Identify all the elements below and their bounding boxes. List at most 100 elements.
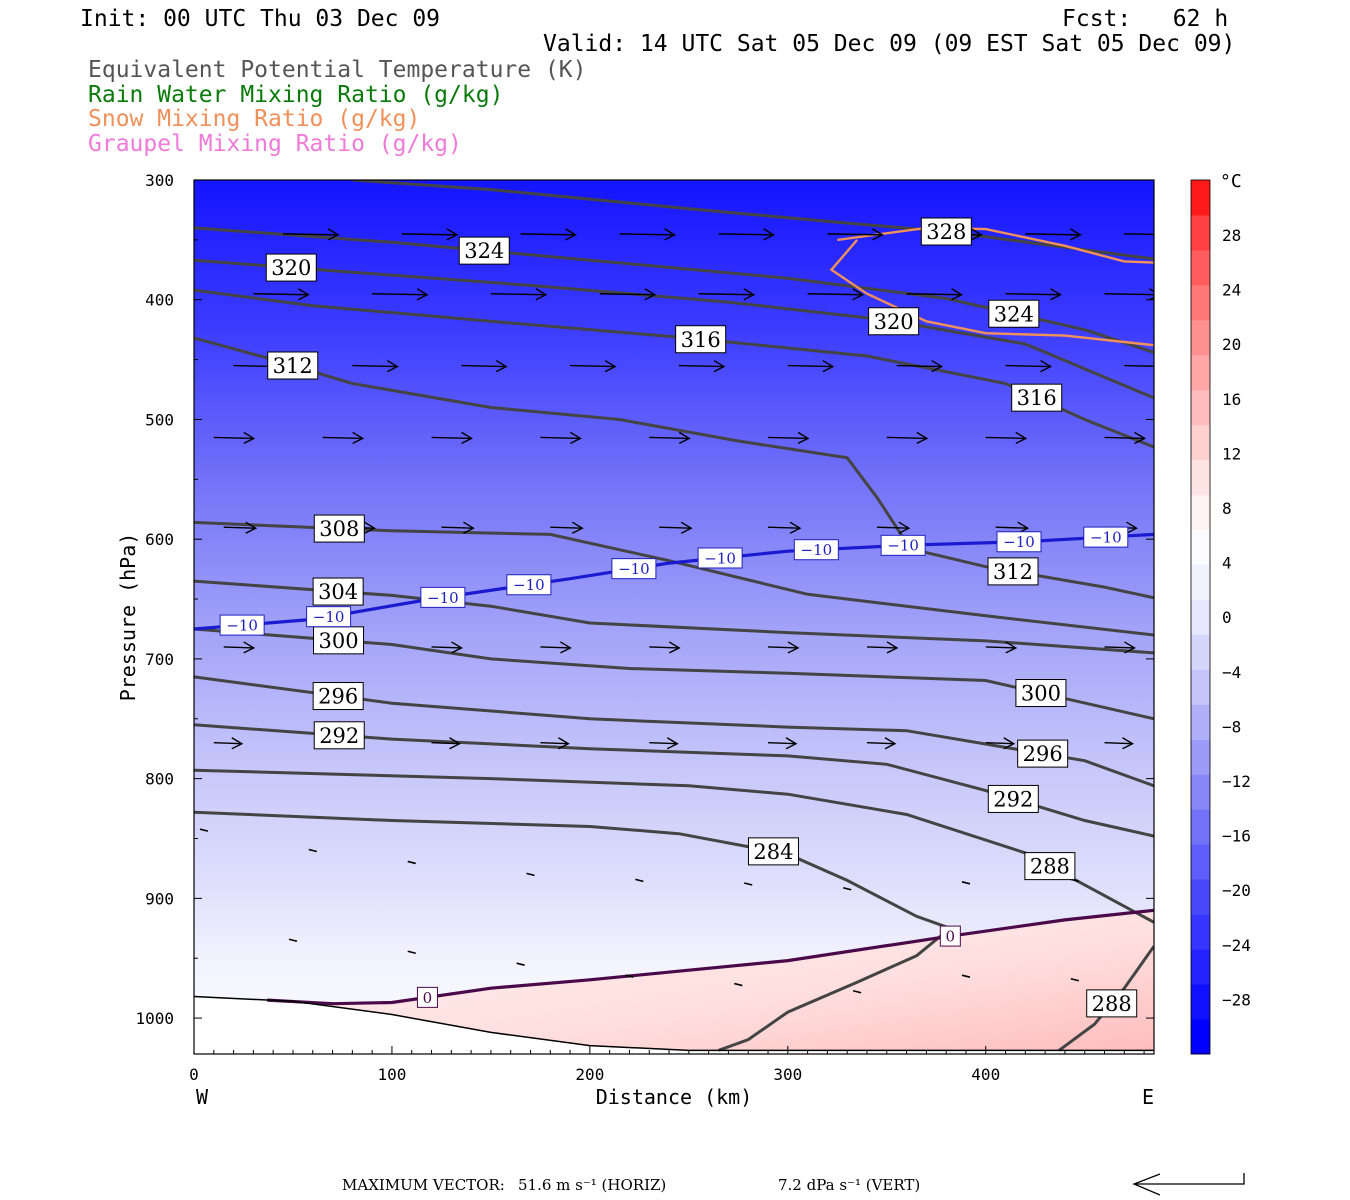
- colorbar-label: −8: [1222, 717, 1241, 736]
- wind-vector: [401, 228, 459, 241]
- svg-text:312: 312: [273, 354, 313, 378]
- wind-vector: [866, 641, 899, 654]
- wind-vector: [659, 521, 693, 534]
- terrain-mask: [194, 996, 1154, 1054]
- x-tick-label: 400: [971, 1065, 1000, 1084]
- svg-text:292: 292: [319, 724, 359, 748]
- svg-text:292: 292: [993, 787, 1033, 811]
- wind-vector: [599, 288, 657, 301]
- wind-vector: [649, 737, 679, 750]
- legend-theta-e: Equivalent Potential Temperature (K): [88, 57, 587, 83]
- svg-text:−10: −10: [226, 616, 258, 634]
- isotherm-minus10-label: −10: [996, 531, 1042, 553]
- y-tick-label: 400: [145, 291, 174, 310]
- wind-vector: [223, 521, 258, 534]
- colorbar-swatch: [1191, 494, 1210, 531]
- forecast-hour: Fcst: 62 h: [1062, 6, 1229, 32]
- colorbar-swatch: [1191, 599, 1210, 635]
- colorbar-swatch: [1191, 529, 1210, 566]
- svg-text:0: 0: [946, 927, 956, 945]
- x-tick-label: 0: [189, 1065, 199, 1084]
- colorbar-swatch: [1191, 669, 1210, 705]
- snow-contour: [829, 239, 1154, 347]
- theta-e-label-320: 320: [868, 307, 920, 336]
- wind-vector-short: [1070, 977, 1080, 982]
- wind-vector: [718, 228, 775, 241]
- theta-e-label-316: 316: [675, 325, 727, 354]
- wind-vector-short: [516, 962, 525, 966]
- colorbar: 28 24 20 16 12 8 4 0 −4 −8 −12 −16 −20 −24 −28: [1190, 179, 1251, 1055]
- colorbar-label: 0: [1222, 608, 1232, 627]
- wind-vector: [619, 228, 677, 241]
- svg-text:0: 0: [423, 989, 433, 1007]
- theta-e-label-300: 300: [313, 626, 365, 655]
- theta-e-label-296: 296: [1017, 739, 1069, 768]
- init-time: Init: 00 UTC Thu 03 Dec 09: [80, 6, 441, 32]
- legend-graupel: Graupel Mixing Ratio (g/kg): [88, 131, 462, 157]
- wind-vector: [372, 288, 429, 301]
- svg-text:304: 304: [318, 580, 358, 604]
- theta-e-contour-316: [194, 288, 1154, 449]
- svg-text:−10: −10: [427, 589, 459, 607]
- colorbar-label: 28: [1222, 226, 1241, 245]
- theta-e-label-316: 316: [1011, 383, 1063, 412]
- svg-text:−10: −10: [887, 537, 919, 555]
- wind-vector-short: [526, 872, 535, 877]
- colorbar-swatch: [1191, 319, 1210, 356]
- x-tick-label: 100: [377, 1065, 406, 1084]
- theta-e-label-324: 324: [988, 299, 1040, 328]
- svg-text:288: 288: [1030, 855, 1070, 879]
- theta-e-contour-296: [194, 675, 1154, 788]
- legend-rain: Rain Water Mixing Ratio (g/kg): [88, 82, 504, 108]
- colorbar-label: 8: [1222, 499, 1232, 518]
- terrain-line: [193, 995, 1154, 1052]
- theta-e-label-300: 300: [1015, 679, 1067, 708]
- above-freezing-shading: [267, 910, 1154, 1054]
- colorbar-label: 16: [1222, 390, 1241, 409]
- wind-vector: [1025, 228, 1082, 241]
- wind-vector: [1124, 233, 1154, 236]
- svg-text:288: 288: [1092, 992, 1132, 1016]
- wind-vector: [698, 288, 756, 301]
- wind-vector: [213, 737, 244, 750]
- wind-vector-short: [199, 828, 209, 832]
- theta-e-label-308: 308: [313, 514, 365, 543]
- y-tick-label: 700: [145, 650, 174, 669]
- wind-vector: [876, 521, 911, 534]
- isotherm-0-label: 0: [416, 986, 438, 1008]
- east-label: E: [1142, 1085, 1154, 1109]
- wind-vector: [906, 288, 964, 301]
- theta-e-contour-300: [194, 627, 1154, 721]
- wind-vector: [322, 431, 365, 445]
- wind-vector-short: [288, 938, 298, 943]
- colorbar-swatch: [1191, 809, 1210, 845]
- wind-vector: [490, 288, 548, 301]
- theta-e-label-304: 304: [312, 577, 364, 606]
- colorbar-swatch: [1191, 844, 1210, 880]
- isotherm-minus10-label: −10: [506, 574, 552, 596]
- theta-e-label-292: 292: [987, 784, 1039, 813]
- wind-vector: [827, 228, 884, 241]
- wind-vector: [1005, 288, 1063, 301]
- wind-vector: [540, 641, 572, 654]
- wind-vector: [767, 737, 798, 750]
- wind-vector: [866, 737, 897, 750]
- theta-e-contour-284: [194, 810, 954, 1052]
- wind-vector-short: [843, 887, 852, 891]
- wind-vector: [283, 228, 340, 241]
- wind-vector-short: [308, 848, 317, 853]
- theta-e-label-312: 312: [987, 557, 1039, 586]
- max-vector-horiz: 51.6 m s⁻¹ (HORIZ): [518, 1176, 666, 1194]
- colorbar-swatch: [1191, 704, 1210, 740]
- wind-vector-short: [852, 989, 862, 994]
- svg-text:316: 316: [1017, 386, 1057, 410]
- svg-text:324: 324: [994, 302, 1034, 326]
- wind-vector: [1124, 364, 1154, 367]
- wind-vector: [1104, 431, 1146, 445]
- svg-text:−10: −10: [313, 608, 345, 626]
- plot-frame: [193, 179, 1155, 1055]
- svg-text:−10: −10: [1090, 528, 1122, 546]
- colorbar-swatch: [1191, 424, 1210, 461]
- colorbar-label: 4: [1222, 554, 1232, 573]
- svg-text:324: 324: [464, 239, 504, 263]
